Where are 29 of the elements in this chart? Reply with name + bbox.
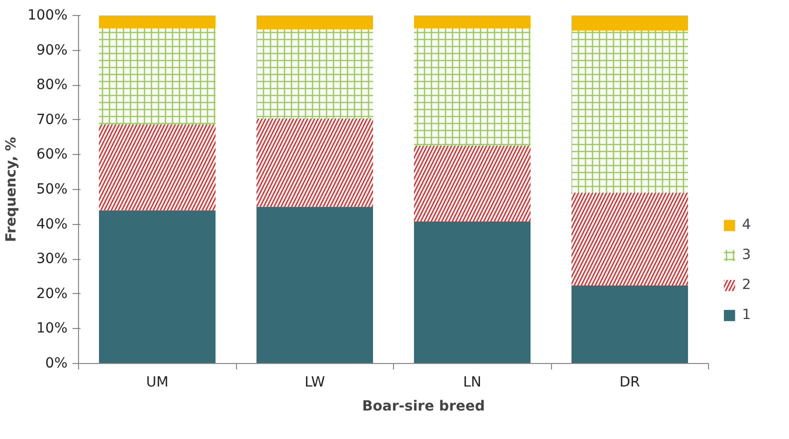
y-tick-label: 40% xyxy=(36,216,68,232)
x-tick-label: LW xyxy=(304,374,326,390)
x-axis-title: Boar-sire breed xyxy=(362,398,485,414)
y-tick-label: 20% xyxy=(36,286,68,302)
legend-label: 4 xyxy=(742,217,752,233)
y-tick-label: 30% xyxy=(36,251,68,268)
y-tick-label: 50% xyxy=(36,182,68,198)
bar xyxy=(571,286,688,364)
legend-label: 2 xyxy=(742,277,752,293)
x-tick-label: DR xyxy=(619,374,640,390)
x-tick-label: LN xyxy=(463,374,482,390)
x-tick-label: UM xyxy=(146,374,168,390)
y-tick-label: 70% xyxy=(36,112,68,128)
bar xyxy=(256,206,374,364)
y-tick-label: 60% xyxy=(36,146,68,163)
y-tick-label: 80% xyxy=(36,77,68,94)
y-tick-label: 0% xyxy=(45,356,68,372)
bar xyxy=(414,222,531,364)
y-tick-label: 90% xyxy=(36,42,68,58)
bar xyxy=(256,16,374,30)
bar xyxy=(571,16,688,30)
bar xyxy=(98,16,216,28)
bar xyxy=(414,16,531,28)
legend-label: 1 xyxy=(742,307,752,323)
legend-label: 3 xyxy=(742,247,752,263)
bar xyxy=(98,210,216,364)
y-tick-label: 10% xyxy=(36,320,68,337)
y-tick-label: 100% xyxy=(27,8,68,24)
y-axis-title: Frequency, % xyxy=(3,136,20,242)
